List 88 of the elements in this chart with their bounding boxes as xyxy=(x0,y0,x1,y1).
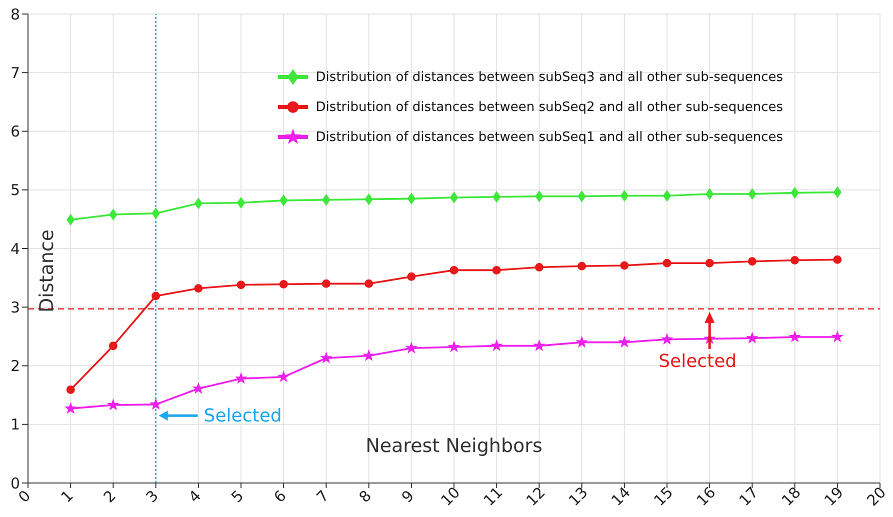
point xyxy=(448,341,460,352)
point xyxy=(150,398,162,409)
y-tick-label: 8 xyxy=(10,5,20,24)
y-tick-label: 3 xyxy=(10,298,20,316)
point xyxy=(833,255,842,264)
x-tick-label: 5 xyxy=(228,486,248,506)
point xyxy=(746,332,758,343)
point xyxy=(535,190,544,202)
point xyxy=(364,279,374,288)
point xyxy=(280,194,288,206)
x-tick-label: 14 xyxy=(608,483,634,510)
annotation: Selected xyxy=(204,406,282,427)
x-tick-label: 4 xyxy=(185,486,205,506)
point xyxy=(790,332,800,342)
point xyxy=(619,336,630,347)
y-tick-label: 6 xyxy=(10,122,20,141)
x-tick-label: 9 xyxy=(398,486,418,506)
point xyxy=(278,371,289,382)
point xyxy=(705,258,714,268)
point xyxy=(66,214,75,226)
point xyxy=(706,188,714,200)
x-tick-label: 8 xyxy=(356,486,376,506)
y-tick-label: 4 xyxy=(10,240,20,258)
point xyxy=(491,340,502,350)
legend-label: Distribution of distances between subSeq1 and all other sub-sequences xyxy=(316,130,783,144)
annotation: Selected xyxy=(658,350,737,372)
point xyxy=(492,191,501,202)
point xyxy=(322,279,330,288)
y-tick-label: 5 xyxy=(10,181,20,200)
point xyxy=(576,336,588,347)
point xyxy=(620,261,629,270)
point xyxy=(194,198,202,209)
point xyxy=(790,256,800,264)
point xyxy=(65,403,76,414)
point xyxy=(322,194,330,206)
point xyxy=(662,334,672,344)
point xyxy=(578,190,586,202)
point xyxy=(790,187,799,198)
x-tick-label: 20 xyxy=(863,483,890,510)
y-tick-label: 2 xyxy=(10,357,20,376)
point xyxy=(450,266,458,274)
point xyxy=(534,340,544,350)
point xyxy=(320,352,332,363)
x-tick-label: 16 xyxy=(692,483,720,510)
x-tick-label: 10 xyxy=(437,483,464,510)
point xyxy=(748,188,756,200)
point xyxy=(534,263,544,272)
x-tick-label: 3 xyxy=(142,486,162,506)
point xyxy=(193,383,204,394)
x-tick-label: 15 xyxy=(650,483,677,510)
x-tick-label: 7 xyxy=(312,486,332,506)
y-tick-label: 1 xyxy=(10,416,20,434)
point xyxy=(407,193,416,204)
point xyxy=(152,292,160,300)
point xyxy=(364,350,374,360)
point xyxy=(662,258,672,268)
x-tick-label: 1 xyxy=(57,486,77,506)
x-tick-label: 19 xyxy=(820,483,847,510)
point xyxy=(66,386,75,394)
legend-label: Distribution of distances between subSeq2 and all other sub-sequences xyxy=(316,100,783,114)
x-tick-label: 18 xyxy=(778,483,804,510)
point xyxy=(578,262,586,270)
y-axis-title: Distance xyxy=(36,228,58,314)
point xyxy=(279,280,288,289)
point xyxy=(194,284,203,293)
point xyxy=(109,209,118,220)
x-tick-label: 6 xyxy=(270,486,290,506)
point xyxy=(492,266,501,274)
point xyxy=(833,186,842,198)
x-axis-title: Nearest Neighbors xyxy=(364,435,544,457)
x-tick-label: 11 xyxy=(480,483,506,510)
x-tick-label: 12 xyxy=(522,483,549,510)
point xyxy=(236,280,246,290)
point xyxy=(108,400,118,410)
point xyxy=(364,194,373,205)
point xyxy=(620,190,628,202)
point xyxy=(406,342,417,353)
x-tick-label: 17 xyxy=(736,483,762,510)
point xyxy=(108,342,118,350)
point xyxy=(152,208,160,219)
point xyxy=(407,272,416,281)
y-tick-label: 7 xyxy=(10,64,20,82)
point xyxy=(832,332,843,342)
point xyxy=(748,257,756,266)
x-tick-label: 2 xyxy=(100,486,120,506)
legend-label: Distribution of distances between subSeq3 and all other sub-sequences xyxy=(316,70,783,84)
x-tick-label: 13 xyxy=(565,483,592,510)
point xyxy=(236,373,246,384)
